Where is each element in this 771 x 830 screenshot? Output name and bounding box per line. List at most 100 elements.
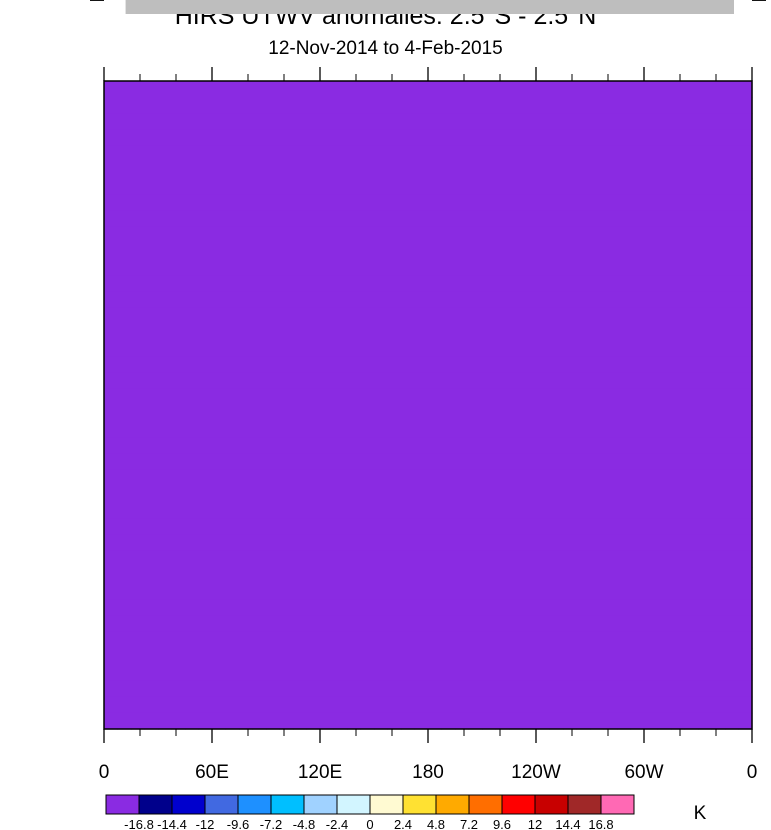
field-cell [117, 178, 132, 195]
field-cell [293, 372, 308, 390]
field-cell [509, 437, 524, 455]
field-cell [144, 210, 159, 228]
field-cell [590, 583, 605, 600]
field-cell [644, 502, 659, 519]
field-cell [455, 113, 470, 131]
field-cell [536, 129, 551, 147]
field-cell [239, 113, 254, 131]
field-cell [252, 486, 267, 503]
field-cell [644, 129, 659, 147]
field-cell [455, 648, 470, 665]
field-cell [158, 81, 173, 98]
field-cell [468, 340, 483, 357]
field-cell [158, 388, 173, 406]
field-cell [158, 421, 173, 438]
field-cell [266, 599, 281, 617]
field-cell [333, 437, 348, 455]
field-cell [117, 259, 132, 276]
field-cell [144, 567, 159, 584]
field-cell [441, 275, 456, 293]
field-cell [212, 453, 227, 471]
field-cell [117, 631, 132, 649]
field-cell [603, 291, 618, 309]
field-cell [185, 372, 200, 390]
field-cell [225, 583, 240, 600]
field-cell [671, 162, 686, 179]
field-cell [738, 421, 753, 438]
field-cell [293, 178, 308, 195]
field-cell [441, 97, 456, 114]
field-cell [171, 178, 186, 195]
field-cell [509, 405, 524, 422]
field-cell [144, 145, 159, 163]
field-cell [671, 340, 686, 357]
field-cell [131, 615, 146, 633]
field-cell [576, 421, 591, 438]
field-cell [144, 550, 159, 568]
field-cell [536, 502, 551, 519]
field-cell [212, 81, 227, 98]
field-cell [293, 145, 308, 163]
field-cell [455, 680, 470, 698]
field-cell [495, 518, 510, 536]
field-cell [549, 372, 564, 390]
field-cell [590, 291, 605, 309]
field-cell [617, 372, 632, 390]
field-cell [657, 567, 672, 584]
field-cell [198, 243, 213, 260]
field-cell [509, 583, 524, 600]
field-cell [563, 631, 578, 649]
field-cell [333, 145, 348, 163]
field-cell [320, 696, 335, 714]
field-cell [671, 502, 686, 519]
field-cell [252, 534, 267, 552]
field-cell [711, 162, 726, 179]
field-cell [239, 275, 254, 293]
field-cell [131, 405, 146, 422]
field-cell [266, 226, 281, 244]
x-tick-label: 120E [298, 762, 342, 783]
field-cell [455, 97, 470, 114]
field-cell [333, 113, 348, 131]
field-cell [657, 631, 672, 649]
field-cell [387, 599, 402, 617]
field-cell [293, 712, 308, 730]
field-cell [387, 550, 402, 568]
field-cell [657, 145, 672, 163]
field-cell [441, 145, 456, 163]
field-cell [590, 648, 605, 665]
field-cell [509, 567, 524, 584]
field-cell [212, 405, 227, 422]
field-cell [441, 372, 456, 390]
field-cell [158, 129, 173, 147]
field-cell [630, 388, 645, 406]
field-cell [698, 599, 713, 617]
field-cell [725, 356, 740, 374]
field-cell [576, 259, 591, 276]
field-cell [387, 356, 402, 374]
field-cell [590, 696, 605, 714]
field-cell [279, 599, 294, 617]
field-cell [644, 388, 659, 406]
field-cell [266, 664, 281, 681]
field-cell [738, 680, 753, 698]
field-cell [657, 356, 672, 374]
field-cell [644, 421, 659, 438]
field-cell [320, 421, 335, 438]
field-cell [738, 388, 753, 406]
field-cell [185, 178, 200, 195]
field-cell [455, 567, 470, 584]
field-cell [198, 275, 213, 293]
field-cell [522, 518, 537, 536]
field-cell [522, 567, 537, 584]
field-cell [333, 97, 348, 114]
field-cell [441, 453, 456, 471]
field-cell [360, 340, 375, 357]
field-cell [333, 502, 348, 519]
field-cell [617, 356, 632, 374]
field-cell [144, 518, 159, 536]
field-cell [603, 518, 618, 536]
field-cell [360, 421, 375, 438]
field-cell [144, 291, 159, 309]
field-cell [347, 113, 362, 131]
